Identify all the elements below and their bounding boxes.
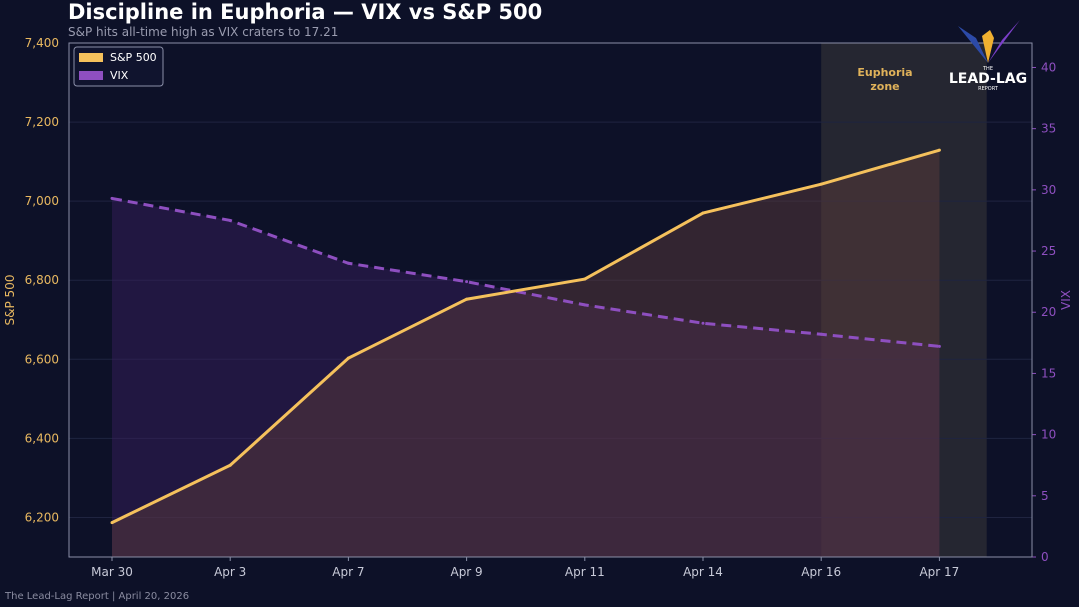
chart-title: Discipline in Euphoria — VIX vs S&P 500 <box>68 0 543 24</box>
y-left-tick-label: 6,400 <box>25 431 59 445</box>
y-left-tick-label: 7,400 <box>25 36 59 50</box>
y-right-tick-label: 30 <box>1041 183 1056 197</box>
sp500-point <box>937 148 941 152</box>
y-left-label: S&P 500 <box>3 275 17 326</box>
chart-subtitle: S&P hits all-time high as VIX craters to… <box>68 25 339 39</box>
annotation-line2: zone <box>870 80 899 93</box>
x-tick-label: Apr 17 <box>919 565 959 579</box>
vix-line <box>111 196 940 348</box>
sp500-point <box>819 182 823 186</box>
y-left-tick-label: 6,800 <box>25 273 59 287</box>
legend-swatch-vix <box>79 71 103 80</box>
legend-label-vix: VIX <box>110 69 129 82</box>
vix-point <box>819 332 823 336</box>
logo-main: LEAD-LAG <box>948 71 1028 87</box>
x-tick-label: Apr 9 <box>450 565 482 579</box>
y-left-tick-label: 6,200 <box>25 510 59 524</box>
sp500-point <box>228 463 232 467</box>
sp500-area <box>112 150 940 557</box>
y-right-label: VIX <box>1059 290 1073 310</box>
y-right-tick-label: 15 <box>1041 366 1056 380</box>
x-tick-label: Apr 7 <box>332 565 364 579</box>
annotation-line1: Euphoria <box>857 66 912 79</box>
vix-point <box>110 196 114 200</box>
vix-point <box>465 280 469 284</box>
y-right-tick-label: 40 <box>1041 60 1056 74</box>
sp500-point <box>110 521 114 525</box>
x-tick-label: Mar 30 <box>91 565 133 579</box>
sp500-point <box>701 211 705 215</box>
y-left-tick-label: 7,000 <box>25 194 59 208</box>
y-right-tick-label: 5 <box>1041 489 1049 503</box>
phoenix-icon <box>958 20 1020 63</box>
sp500-line <box>111 148 940 524</box>
vix-point <box>346 261 350 265</box>
y-right-tick-label: 0 <box>1041 550 1049 564</box>
lead-lag-logo: THE LEAD-LAG REPORT <box>948 18 1028 92</box>
x-tick-label: Apr 14 <box>683 565 723 579</box>
y-left-tick-label: 6,600 <box>25 352 59 366</box>
logo-bottom: REPORT <box>978 86 998 92</box>
x-tick-label: Apr 3 <box>214 565 246 579</box>
footer: The Lead-Lag Report | April 20, 2026 <box>5 591 190 602</box>
vix-point <box>583 303 587 307</box>
plot-frame <box>68 42 1033 558</box>
vix-point <box>228 218 232 222</box>
logo-top: THE <box>983 66 993 72</box>
vix-point <box>937 344 941 348</box>
y-right-tick-label: 10 <box>1041 428 1056 442</box>
sp500-point <box>583 277 587 281</box>
y-left-tick-label: 7,200 <box>25 115 59 129</box>
y-right-tick-label: 25 <box>1041 244 1056 258</box>
x-tick-label: Apr 16 <box>801 565 841 579</box>
y-right-tick-label: 20 <box>1041 305 1056 319</box>
sp500-point <box>465 297 469 301</box>
vix-point <box>701 321 705 325</box>
sp500-point <box>346 356 350 360</box>
legend-label-sp500: S&P 500 <box>110 51 157 64</box>
y-right-tick-label: 35 <box>1041 122 1056 136</box>
x-tick-label: Apr 11 <box>565 565 605 579</box>
legend-swatch-sp500 <box>79 53 103 62</box>
